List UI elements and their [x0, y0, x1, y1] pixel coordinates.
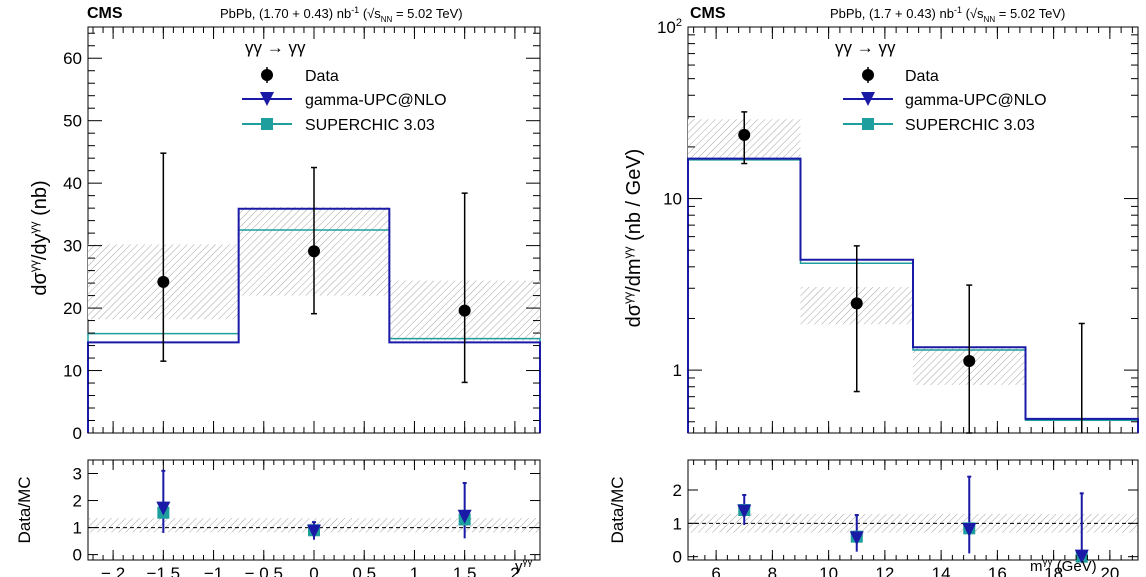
left-lumi-label: PbPb, (1.70 + 0.43) nb-1 (√sNN = 5.02 Te…: [220, 5, 463, 24]
right-chart: CMS PbPb, (1.7 + 0.43) nb-1 (√sNN = 5.02…: [608, 5, 1139, 577]
mass-xtick-label-3: 12: [875, 564, 894, 577]
mass-xtick-label-5: 16: [988, 564, 1007, 577]
right-legend-superchic: SUPERCHIC 3.03: [905, 117, 1035, 134]
rapidity-ratio-ytick-label-3: 3: [73, 465, 82, 484]
right-legend: γγ → γγ Data gamma-UPC@NLO SUPERCHIC 3.0…: [835, 38, 1047, 134]
rapidity-data-point-1: [308, 245, 320, 258]
rapidity-data-point-2: [458, 304, 471, 317]
mass-xtick-label-7: 20: [1100, 564, 1119, 577]
left-legend: γγ → γγ Data gamma-UPC@NLO SUPERCHIC 3.0…: [242, 38, 447, 134]
rapidity-ratio-gamma-upc-0: [156, 501, 171, 516]
svg-text:Data/MC: Data/MC: [608, 476, 627, 543]
svg-text:yγγ: yγγ: [515, 557, 533, 575]
rapidity-ytick-label-2: 20: [63, 299, 82, 318]
mass-xtick-label-4: 14: [932, 564, 951, 577]
rapidity-xtick-label-3: − 0.5: [245, 564, 283, 577]
left-cms-label: CMS: [87, 5, 123, 22]
rapidity-ratio-frame: [87, 459, 541, 561]
mass-ratio-gamma-upc-2: [962, 523, 977, 537]
mass-ratio-ytick-label-1: 1: [673, 514, 682, 533]
left-ratio-plot: 0 1 2 3 − 2 −1.5 −1 − 0.5 0 0.5 1 1.5 2: [73, 459, 541, 577]
right-y-axis-label: dσγγ/dmγγ (nb / GeV): [621, 149, 645, 328]
mass-ratio-frame: [687, 459, 1139, 561]
right-legend-process: γγ → γγ: [835, 38, 896, 57]
rapidity-ytick-label-1: 10: [63, 362, 82, 381]
rapidity-ratio-ytick-label-1: 1: [73, 519, 82, 538]
right-lumi-label: PbPb, (1.7 + 0.43) nb-1 (√sNN = 5.02 TeV…: [830, 5, 1065, 24]
rapidity-xtick-label-8: 2: [510, 564, 519, 577]
left-legend-gamma-upc: gamma-UPC@NLO: [305, 92, 447, 109]
right-ratio-y-label: Data/MC: [608, 476, 627, 543]
mass-data-point-0: [738, 128, 751, 141]
rapidity-ytick-label-5: 50: [63, 112, 82, 131]
right-legend-data: Data: [905, 68, 939, 85]
mass-ratio-ytick-label-2: 2: [673, 481, 682, 500]
mass-ytick-label-0: 1: [673, 361, 682, 380]
rapidity-ytick-label-3: 30: [63, 237, 82, 256]
left-legend-process: γγ → γγ: [245, 38, 306, 57]
rapidity-ratio-gamma-upc-2: [457, 509, 472, 524]
left-chart: CMS PbPb, (1.70 + 0.43) nb-1 (√sNN = 5.0…: [15, 5, 541, 577]
svg-text:mγγ (GeV): mγγ (GeV): [1030, 557, 1097, 575]
mass-xtick-label-0: 6: [711, 564, 720, 577]
rapidity-ratio-ytick-label-2: 2: [73, 492, 82, 511]
svg-text:dσγγ/dyγγ (nb): dσγγ/dyγγ (nb): [27, 180, 51, 295]
mass-data-point-2: [963, 355, 976, 368]
rapidity-ytick-label-4: 40: [63, 174, 82, 193]
mass-ratio-gamma-upc-0: [737, 504, 752, 519]
rapidity-xtick-label-6: 1: [410, 564, 419, 577]
right-main-plot: 1 10 102: [657, 17, 1139, 434]
mass-xtick-label-2: 10: [819, 564, 838, 577]
mass-xtick-label-6: 18: [1044, 564, 1063, 577]
left-main-plot: 0 10 20 30 40 50 60: [63, 26, 541, 443]
left-legend-data: Data: [305, 68, 339, 85]
mass-data-point-1: [850, 297, 863, 310]
mass-xtick-label-1: 8: [768, 564, 777, 577]
left-ratio-y-label: Data/MC: [15, 476, 34, 543]
rapidity-xtick-label-7: 1.5: [453, 564, 477, 577]
rapidity-xtick-label-2: −1: [204, 564, 223, 577]
rapidity-xtick-label-4: 0: [309, 564, 318, 577]
rapidity-ratio-ytick-label-0: 0: [73, 546, 82, 565]
left-y-axis-label: dσγγ/dyγγ (nb): [27, 180, 51, 295]
rapidity-xtick-label-0: − 2: [101, 564, 125, 577]
rapidity-xtick-label-1: −1.5: [147, 564, 181, 577]
mass-ratio-gamma-upc-3: [1074, 549, 1089, 564]
svg-text:dσγγ/dmγγ (nb / GeV): dσγγ/dmγγ (nb / GeV): [621, 149, 645, 328]
mass-ytick-label-1: 10: [663, 190, 682, 209]
mass-ratio-gamma-upc-1: [849, 531, 864, 546]
rapidity-data-point-0: [157, 275, 170, 288]
rapidity-ratio-gamma-upc-1: [307, 524, 321, 539]
rapidity-ytick-label-0: 0: [73, 424, 82, 443]
left-legend-superchic: SUPERCHIC 3.03: [305, 117, 435, 134]
left-x-axis-label: yγγ: [515, 557, 533, 575]
svg-text:Data/MC: Data/MC: [15, 476, 34, 543]
mass-ratio-ytick-label-0: 0: [673, 548, 682, 567]
right-legend-gamma-upc: gamma-UPC@NLO: [905, 92, 1047, 109]
mass-ytick-label-2: 102: [657, 17, 682, 37]
right-cms-label: CMS: [690, 5, 726, 22]
rapidity-ytick-label-6: 60: [63, 49, 82, 68]
svg-text:PbPb, (1.70 + 0.43) nb-1 (√sNN: PbPb, (1.70 + 0.43) nb-1 (√sNN = 5.02 Te…: [220, 5, 463, 24]
rapidity-xtick-label-5: 0.5: [352, 564, 376, 577]
svg-text:PbPb, (1.7 + 0.43) nb-1 (√sNN: PbPb, (1.7 + 0.43) nb-1 (√sNN = 5.02 TeV…: [830, 5, 1065, 24]
mass-gamma-upc-histogram: [687, 157, 1139, 433]
right-x-axis-label: mγγ (GeV): [1030, 557, 1097, 575]
